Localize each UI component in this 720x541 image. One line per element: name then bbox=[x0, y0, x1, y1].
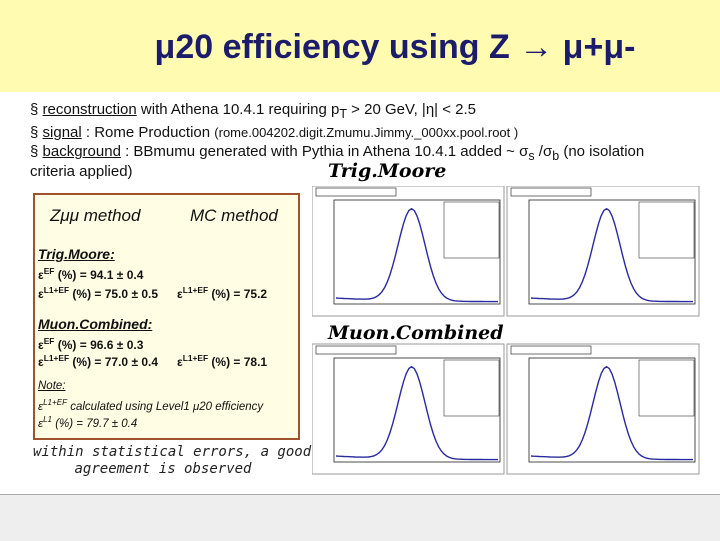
plot-shape bbox=[510, 187, 592, 197]
note-line: εL1 (%) = 79.7 ± 0.4 bbox=[38, 415, 137, 430]
text: (%) = 96.6 ± 0.3 bbox=[54, 338, 144, 352]
plot-shape bbox=[528, 357, 696, 463]
conclusion: agreement is observed bbox=[74, 461, 252, 477]
sup: EF bbox=[43, 266, 55, 276]
text: > 20 GeV, |η| < 2.5 bbox=[347, 101, 477, 118]
marker: § bbox=[30, 143, 39, 160]
footer bbox=[0, 494, 720, 541]
sup: L1+EF bbox=[182, 353, 209, 363]
link[interactable]: reconstruction bbox=[42, 101, 137, 118]
text: (%) = 78.1 bbox=[208, 355, 268, 369]
eps: ε bbox=[38, 287, 44, 301]
plot-shape bbox=[638, 359, 695, 417]
plot-shape bbox=[528, 199, 696, 305]
text: with Athena 10.4.1 requiring p bbox=[136, 101, 340, 118]
text: (%) = 77.0 ± 0.4 bbox=[69, 355, 159, 369]
section-head: Muon.Combined: bbox=[38, 316, 153, 332]
sub: T bbox=[339, 107, 348, 121]
eps: ε bbox=[38, 355, 44, 369]
plot-shape bbox=[638, 201, 695, 259]
sup: L1 bbox=[43, 415, 53, 424]
text: (%) = 75.2 bbox=[208, 287, 268, 301]
plots bbox=[312, 186, 700, 475]
plot-shape bbox=[530, 207, 693, 303]
sup: EF bbox=[43, 336, 55, 346]
text: (rome.004202.digit.Zmumu.Jimmy._000xx.po… bbox=[214, 125, 519, 140]
result-row: εEF (%) = 94.1 ± 0.4 bbox=[38, 266, 143, 282]
plot-shape bbox=[315, 187, 397, 197]
slide-title: μ20 efficiency using Z → μ+μ- bbox=[154, 28, 636, 66]
text: (%) = 79.7 ± 0.4 bbox=[52, 417, 138, 430]
plot-label: Muon.Combined bbox=[328, 322, 504, 344]
plot-shape bbox=[333, 357, 501, 463]
text: /σ bbox=[534, 143, 553, 160]
result-box bbox=[33, 193, 300, 440]
plot-shape bbox=[443, 201, 500, 259]
conclusion: within statistical errors, a good bbox=[33, 444, 312, 460]
plot-shape bbox=[443, 359, 500, 417]
link[interactable]: background bbox=[42, 143, 121, 160]
eps: ε bbox=[38, 400, 44, 413]
plot-shape bbox=[510, 345, 592, 355]
marker: § bbox=[30, 124, 39, 141]
col-head: Zμμ method bbox=[50, 206, 141, 225]
bullet: § signal : Rome Production (rome.004202.… bbox=[30, 124, 518, 141]
bullet: § reconstruction with Athena 10.4.1 requ… bbox=[30, 101, 476, 121]
mc-row: εL1+EF (%) = 75.2 bbox=[177, 285, 267, 301]
eps: ε bbox=[177, 287, 183, 301]
eps: ε bbox=[38, 268, 44, 282]
title-band bbox=[0, 0, 720, 92]
result-row: εEF (%) = 96.6 ± 0.3 bbox=[38, 336, 143, 352]
section-head: Trig.Moore: bbox=[38, 246, 115, 262]
bullet-cont: criteria applied) bbox=[30, 163, 133, 180]
col-head: MC method bbox=[190, 206, 278, 225]
sup: L1+EF bbox=[43, 353, 70, 363]
eps: ε bbox=[177, 355, 183, 369]
text: (%) = 75.0 ± 0.5 bbox=[69, 287, 159, 301]
sub: b bbox=[552, 149, 560, 163]
mc-row: εL1+EF (%) = 78.1 bbox=[177, 353, 267, 369]
plot-shape bbox=[333, 199, 501, 305]
eps: ε bbox=[38, 338, 44, 352]
plot-shape bbox=[530, 365, 693, 461]
result-row: εL1+EF (%) = 75.0 ± 0.5 bbox=[38, 285, 158, 301]
text: (no isolation bbox=[559, 143, 645, 160]
link[interactable]: signal bbox=[42, 124, 82, 141]
sub: s bbox=[528, 149, 535, 163]
note-line: εL1+EF calculated using Level1 μ20 effic… bbox=[38, 398, 263, 413]
plot-shape bbox=[335, 365, 498, 461]
sup: L1+EF bbox=[43, 285, 70, 295]
bullet: § background : BBmumu generated with Pyt… bbox=[30, 143, 644, 163]
marker: § bbox=[30, 101, 39, 118]
sup: L1+EF bbox=[43, 398, 67, 407]
plot-label: Trig.Moore bbox=[328, 160, 447, 182]
note-head: Note: bbox=[38, 380, 66, 392]
text: (%) = 94.1 ± 0.4 bbox=[54, 268, 144, 282]
text: : BBmumu generated with Pythia in Athena… bbox=[120, 143, 529, 160]
text: calculated using Level1 μ20 efficiency bbox=[67, 400, 264, 413]
plot-shape bbox=[315, 345, 397, 355]
plot-shape bbox=[335, 207, 498, 303]
result-row: εL1+EF (%) = 77.0 ± 0.4 bbox=[38, 353, 158, 369]
eps: ε bbox=[38, 417, 44, 430]
text: : Rome Production bbox=[81, 124, 215, 141]
sup: L1+EF bbox=[182, 285, 209, 295]
